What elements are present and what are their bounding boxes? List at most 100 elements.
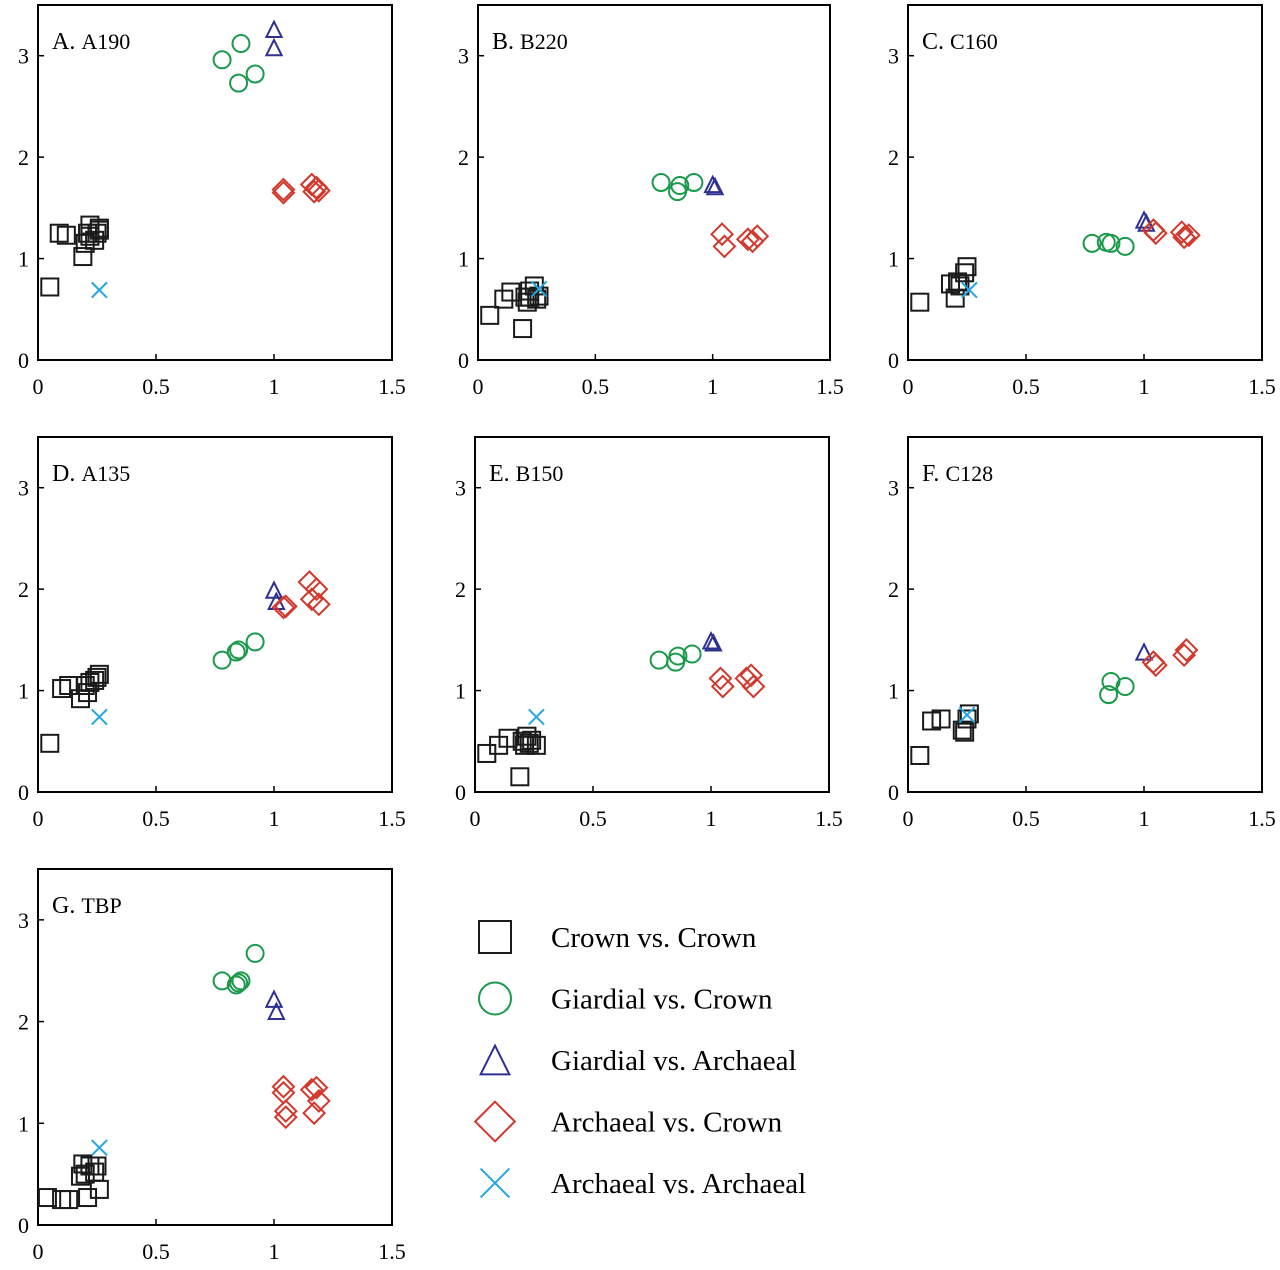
data-point-diamond bbox=[273, 1099, 298, 1124]
panel-c160: 0 1 2 3 0 0.5 1 1.5 C. C160 bbox=[888, 4, 1276, 399]
data-point-square bbox=[40, 277, 60, 297]
x-tick-label: 0.5 bbox=[1012, 374, 1040, 399]
data-point-x bbox=[91, 708, 108, 726]
data-point-square bbox=[89, 220, 109, 240]
data-point-diamond bbox=[1143, 653, 1168, 678]
series-archaeal-crown bbox=[1141, 218, 1201, 250]
data-point-square bbox=[87, 1156, 107, 1176]
data-point-diamond bbox=[306, 592, 331, 617]
plot-frame bbox=[907, 4, 1263, 361]
data-point-circle bbox=[651, 173, 671, 192]
series-archaeal-crown bbox=[271, 172, 331, 205]
series-archaeal-crown bbox=[1141, 638, 1199, 678]
data-point-triangle bbox=[264, 580, 284, 599]
data-point-circle bbox=[226, 642, 246, 662]
y-tick-label: 1 bbox=[18, 247, 29, 272]
series-crown-crown bbox=[910, 704, 979, 765]
y-tick-label: 2 bbox=[18, 145, 29, 170]
data-point-diamond bbox=[271, 180, 296, 205]
y-tick-label: 1 bbox=[455, 679, 466, 704]
data-point-circle bbox=[229, 973, 249, 993]
data-point-diamond bbox=[271, 1074, 296, 1099]
data-point-x bbox=[91, 281, 108, 299]
data-point-square bbox=[89, 664, 109, 684]
data-point-circle bbox=[649, 650, 669, 670]
data-point-square bbox=[87, 667, 107, 687]
y-tick-label: 3 bbox=[18, 908, 29, 933]
legend-marker-circle bbox=[478, 981, 512, 1016]
data-point-square bbox=[957, 257, 977, 277]
data-point-circle bbox=[1099, 685, 1119, 705]
legend-item-archaeal-archaeal: Archaeal vs. Archaeal bbox=[479, 1167, 806, 1200]
series-giardial-crown bbox=[212, 34, 265, 93]
y-tick-label: 1 bbox=[458, 247, 469, 272]
x-tick-label: 1.5 bbox=[378, 1239, 406, 1264]
y-tick-label: 3 bbox=[458, 44, 469, 69]
x-tick-label: 1 bbox=[1139, 374, 1150, 399]
panel-letter: C. bbox=[922, 29, 950, 55]
x-tick-label: 0 bbox=[33, 374, 44, 399]
plot-frame bbox=[37, 868, 393, 1226]
data-point-diamond bbox=[1172, 225, 1197, 250]
data-point-square bbox=[957, 709, 977, 729]
data-point-diamond bbox=[271, 177, 296, 202]
data-point-square bbox=[519, 733, 539, 753]
data-point-diamond bbox=[710, 222, 735, 247]
series-archaeal-crown bbox=[708, 663, 766, 699]
panel-b150: 0 1 2 3 0 0.5 1 1.5 E. B150 bbox=[455, 436, 843, 831]
series-giardial-crown bbox=[651, 173, 704, 202]
data-point-diamond bbox=[1143, 221, 1168, 246]
panel-letter: B. bbox=[492, 29, 520, 55]
data-point-circle bbox=[245, 943, 265, 963]
x-tick-label: 0 bbox=[33, 1239, 44, 1264]
data-point-diamond bbox=[734, 666, 759, 691]
panel-title: G. TBP bbox=[52, 893, 122, 919]
data-point-triangle bbox=[264, 989, 284, 1008]
y-tick-label: 3 bbox=[18, 476, 29, 501]
series-crown-crown bbox=[37, 1154, 109, 1210]
data-point-circle bbox=[1115, 677, 1135, 697]
panel-a135: 0 1 2 3 0 0.5 1 1.5 D. A135 bbox=[18, 436, 406, 831]
x-tick-label: 0.5 bbox=[579, 806, 607, 831]
x-tick-label: 0.5 bbox=[142, 806, 170, 831]
data-point-x bbox=[958, 706, 976, 724]
data-point-diamond bbox=[273, 594, 298, 619]
panel-letter: G. bbox=[52, 893, 81, 919]
panel-letter: A. bbox=[52, 29, 81, 55]
series-archaeal-archaeal bbox=[91, 281, 108, 299]
x-tick-label: 1 bbox=[1139, 806, 1150, 831]
data-point-circle bbox=[212, 50, 232, 70]
y-tick-label: 0 bbox=[18, 348, 29, 373]
data-point-triangle bbox=[705, 176, 725, 196]
data-point-diamond bbox=[304, 577, 329, 602]
data-point-circle bbox=[231, 971, 251, 991]
data-point-circle bbox=[226, 975, 246, 995]
panel-name: A190 bbox=[81, 29, 130, 54]
data-point-square bbox=[501, 282, 521, 302]
data-point-diamond bbox=[712, 234, 737, 259]
series-crown-crown bbox=[40, 664, 109, 753]
data-point-diamond bbox=[299, 587, 324, 612]
series-archaeal-archaeal bbox=[961, 281, 978, 299]
data-point-diamond bbox=[708, 666, 733, 691]
series-crown-crown bbox=[477, 726, 546, 787]
data-point-circle bbox=[229, 73, 249, 93]
x-tick-label: 0 bbox=[903, 806, 914, 831]
data-point-square bbox=[56, 225, 76, 245]
data-point-circle bbox=[684, 173, 704, 192]
data-point-square bbox=[931, 709, 951, 729]
legend-label: Crown vs. Crown bbox=[551, 922, 757, 954]
y-tick-label: 1 bbox=[18, 679, 29, 704]
x-tick-label: 0.5 bbox=[582, 374, 610, 399]
x-tick-label: 1.5 bbox=[378, 374, 406, 399]
data-point-diamond bbox=[739, 663, 764, 688]
y-tick-label: 1 bbox=[18, 1111, 29, 1136]
x-tick-label: 1 bbox=[269, 806, 280, 831]
panel-title: C. C160 bbox=[922, 29, 998, 55]
x-tick-label: 0.5 bbox=[142, 374, 170, 399]
data-point-triangle bbox=[267, 1001, 286, 1021]
series-giardial-archaeal bbox=[264, 19, 284, 57]
x-tick-label: 0 bbox=[470, 806, 481, 831]
data-point-square bbox=[59, 1190, 79, 1210]
